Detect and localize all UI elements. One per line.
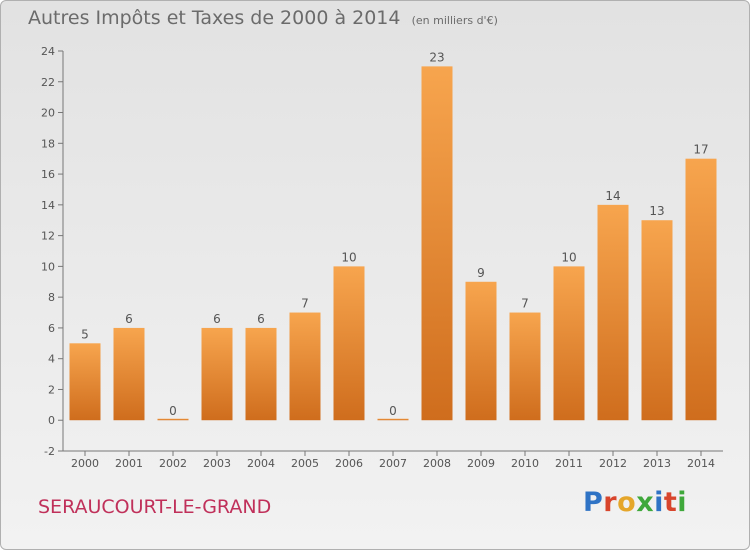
bar [553,266,585,421]
y-tick-label: 20 [41,107,55,120]
y-tick-label: 16 [41,168,55,181]
brand-letter: o [617,487,637,518]
bar [69,343,101,421]
y-tick-label: 6 [48,322,55,335]
x-tick-label: 2008 [423,457,451,470]
x-tick-label: 2004 [247,457,275,470]
y-tick-label: 12 [41,230,55,243]
x-tick-label: 2014 [687,457,715,470]
bar [465,281,497,421]
data-label: 6 [125,312,133,326]
data-label: 6 [257,312,265,326]
brand-letter: t [663,487,678,518]
bar [685,158,717,421]
x-tick-label: 2005 [291,457,319,470]
bar [421,66,453,421]
bar [289,312,321,421]
title-row: Autres Impôts et Taxes de 2000 à 2014 (e… [28,7,498,29]
x-tick-label: 2010 [511,457,539,470]
data-label: 0 [169,404,177,418]
x-tick-label: 2007 [379,457,407,470]
x-tick-label: 2009 [467,457,495,470]
bar [157,418,189,421]
y-tick-label: 18 [41,137,55,150]
x-tick-label: 2000 [71,457,99,470]
y-tick-label: 24 [41,45,55,58]
y-tick-label: 14 [41,199,55,212]
data-label: 7 [521,297,529,311]
x-tick-label: 2002 [159,457,187,470]
bar [333,266,365,421]
bar [641,220,673,421]
y-tick-label: 0 [48,414,55,427]
bar [113,327,145,421]
x-tick-label: 2011 [555,457,583,470]
bar [201,327,233,421]
data-label: 6 [213,312,221,326]
data-label: 13 [649,204,664,218]
brand-letter: P [583,487,604,518]
chart-subtitle: (en milliers d'€) [411,14,498,27]
y-tick-label: 10 [41,260,55,273]
bar [377,418,409,421]
data-label: 0 [389,404,397,418]
data-label: 17 [693,143,708,157]
town-name: SERAUCOURT-LE-GRAND [38,496,272,518]
chart-title: Autres Impôts et Taxes de 2000 à 2014 [28,7,401,29]
data-label: 23 [429,50,444,64]
x-tick-label: 2012 [599,457,627,470]
x-tick-label: 2001 [115,457,143,470]
y-tick-label: 22 [41,76,55,89]
y-tick-label: 8 [48,291,55,304]
brand-letter: i [677,487,688,518]
data-label: 7 [301,297,309,311]
brand-letter: r [603,487,618,518]
y-tick-label: -2 [44,445,55,458]
bar [509,312,541,421]
x-tick-label: 2003 [203,457,231,470]
data-label: 10 [561,250,576,264]
bar [245,327,277,421]
y-tick-label: 4 [48,353,55,366]
brand-letter: x [636,487,655,518]
brand-logo: Proxiti [583,487,687,518]
x-tick-label: 2006 [335,457,363,470]
bar [597,204,629,421]
data-label: 9 [477,266,485,280]
data-label: 5 [81,327,89,341]
brand-letter: i [654,487,664,518]
data-label: 10 [341,250,356,264]
x-tick-label: 2013 [643,457,671,470]
data-label: 14 [605,189,620,203]
y-tick-label: 2 [48,383,55,396]
